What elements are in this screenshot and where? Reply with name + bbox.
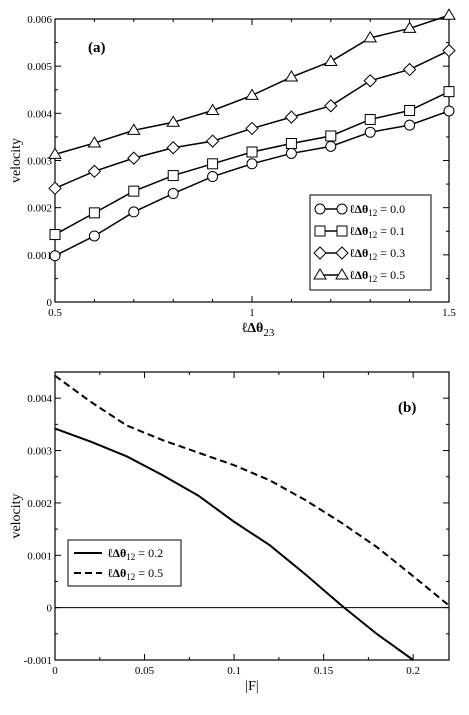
legend-marker-diamond [313, 246, 327, 260]
legend-label: ℓΔθ12 = 0.5 [349, 268, 405, 284]
y-tick-label: 0.002 [27, 498, 52, 510]
data-point-triangle [126, 123, 141, 135]
data-point-diamond [205, 134, 220, 148]
data-point-triangle [87, 136, 102, 148]
legend-label: ℓΔθ12 = 0.1 [349, 224, 405, 240]
legend-label: ℓΔθ12 = 0.0 [349, 202, 405, 218]
data-point-triangle [166, 115, 181, 127]
x-tick-label: 0.5 [48, 307, 62, 319]
data-point-diamond [166, 141, 180, 155]
legend-label: ℓΔθ12 = 0.5 [107, 566, 163, 582]
series-line-dashed [54, 374, 450, 607]
data-point-triangle [205, 103, 220, 116]
data-point-square [128, 185, 140, 197]
legend-label: ℓΔθ12 = 0.3 [349, 246, 405, 262]
panel-label-a: (a) [88, 40, 106, 56]
x-tick-label: 0.2 [406, 665, 420, 677]
x-tick-label: 1 [249, 307, 255, 319]
data-point-circle [246, 158, 258, 170]
data-point-triangle [245, 88, 259, 100]
data-point-triangle [402, 21, 417, 33]
data-point-square [285, 138, 297, 150]
panel-label-b: (b) [398, 400, 416, 416]
y-tick-label: 0.002 [27, 203, 52, 215]
data-point-square [325, 130, 337, 142]
data-point-circle [443, 105, 455, 117]
plot-frame-b [54, 371, 450, 661]
data-point-circle [364, 126, 376, 138]
data-point-triangle [323, 54, 338, 66]
data-point-square [443, 86, 455, 98]
data-point-diamond [402, 62, 417, 77]
data-point-square [167, 170, 179, 182]
x-tick-label: 1.5 [442, 307, 456, 319]
data-point-triangle [48, 147, 62, 159]
data-point-triangle [284, 70, 299, 82]
y-tick-label: 0.001 [27, 250, 52, 262]
legend-label: ℓΔθ12 = 0.2 [107, 546, 163, 562]
legend-box-a [309, 194, 432, 291]
data-point-square [404, 105, 416, 117]
y-axis-label: velocity [9, 138, 24, 183]
data-point-circle [325, 140, 337, 152]
data-point-square [88, 207, 100, 219]
y-tick-label: 0.004 [27, 108, 52, 120]
data-point-diamond [48, 181, 62, 196]
series-line-solid [54, 427, 414, 661]
data-point-triangle [442, 8, 456, 20]
y-axis-label: velocity [9, 493, 24, 538]
y-tick-label: -0.001 [24, 655, 52, 667]
y-tick-label: 0 [47, 297, 53, 309]
data-point-diamond [245, 121, 259, 136]
data-point-diamond [284, 110, 299, 124]
x-tick-label: 0.1 [227, 665, 241, 677]
y-tick-label: 0.003 [27, 156, 52, 168]
legend-marker-diamond [335, 246, 349, 260]
legend-marker-square [314, 225, 326, 237]
data-point-circle [88, 230, 100, 242]
y-tick-label: 0.006 [27, 14, 52, 26]
data-point-square [207, 158, 219, 170]
y-tick-label: 0.004 [27, 393, 52, 405]
y-tick-label: 0 [47, 603, 53, 615]
data-point-circle [167, 188, 179, 200]
y-tick-label: 0.005 [27, 61, 52, 73]
legend-marker-triangle [313, 268, 327, 280]
data-point-diamond [363, 74, 377, 88]
y-tick-label: 0.003 [27, 446, 52, 458]
x-axis-label: ℓΔθ23 [241, 321, 275, 339]
legend-marker-triangle [335, 268, 349, 280]
data-point-circle [404, 119, 416, 131]
x-axis-label: |F| [245, 679, 258, 694]
data-point-triangle [363, 30, 378, 43]
x-tick-label: 0.05 [135, 665, 155, 677]
legend-marker-circle [314, 203, 326, 215]
data-point-diamond [324, 99, 338, 113]
data-point-square [246, 146, 258, 158]
data-point-circle [285, 147, 297, 159]
legend-marker-square [336, 225, 348, 237]
legend-box-b [67, 539, 182, 587]
legend-marker-circle [336, 203, 348, 215]
data-point-square [49, 229, 61, 241]
x-tick-label: 0.15 [314, 665, 334, 677]
y-tick-label: 0.001 [27, 550, 52, 562]
data-point-diamond [127, 151, 141, 165]
data-point-circle [207, 171, 219, 183]
data-point-circle [128, 206, 140, 218]
data-point-diamond [87, 164, 102, 179]
data-point-circle [49, 250, 61, 262]
panel-a-chart: 0 0.001 0.002 0.003 0.004 0.005 0.006 0.5 1 1.5 (a… [9, 8, 456, 339]
data-point-diamond [442, 43, 456, 58]
x-tick-label: 0 [52, 665, 58, 677]
data-point-square [364, 113, 376, 125]
